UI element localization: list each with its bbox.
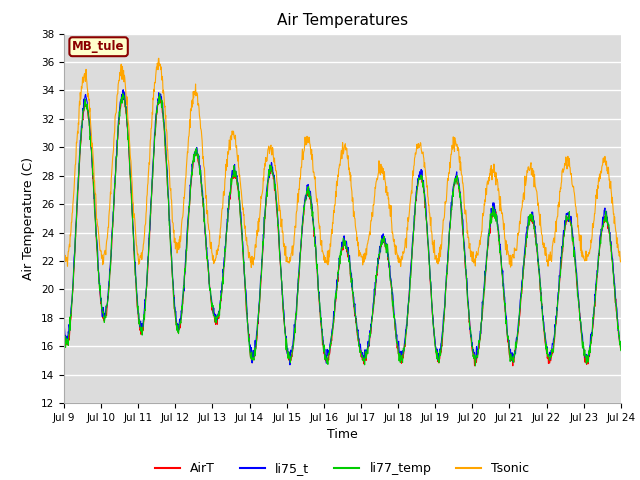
li75_t [60, 321, 68, 327]
AirT [509, 363, 516, 369]
Text: MB_tule: MB_tule [72, 40, 125, 53]
li75_t [184, 214, 192, 219]
li77_temp [552, 325, 559, 331]
AirT [156, 92, 164, 98]
Legend: AirT, li75_t, li77_temp, Tsonic: AirT, li75_t, li77_temp, Tsonic [150, 457, 534, 480]
li77_temp [246, 355, 254, 360]
li75_t [246, 350, 254, 356]
li77_temp [156, 91, 163, 96]
AirT [502, 317, 509, 323]
li77_temp [617, 348, 625, 353]
Tsonic [171, 236, 179, 241]
li75_t [617, 345, 625, 350]
li77_temp [502, 317, 510, 323]
Tsonic [184, 140, 192, 146]
li77_temp [184, 217, 192, 223]
Line: li77_temp: li77_temp [64, 94, 621, 366]
AirT [552, 324, 559, 330]
li77_temp [60, 332, 68, 338]
X-axis label: Time: Time [327, 429, 358, 442]
li75_t [552, 324, 559, 330]
AirT [184, 219, 192, 225]
li75_t [286, 362, 294, 368]
Tsonic [60, 254, 68, 260]
AirT [60, 326, 68, 332]
AirT [617, 347, 625, 352]
Y-axis label: Air Temperature (C): Air Temperature (C) [22, 157, 35, 280]
Title: Air Temperatures: Air Temperatures [277, 13, 408, 28]
li77_temp [429, 322, 437, 327]
Tsonic [155, 55, 163, 61]
li75_t [502, 313, 510, 319]
Tsonic [429, 249, 437, 254]
li75_t [429, 325, 437, 331]
li75_t [120, 87, 127, 93]
Line: Tsonic: Tsonic [64, 58, 621, 267]
li75_t [171, 304, 179, 310]
li77_temp [171, 306, 179, 312]
AirT [246, 354, 254, 360]
li77_temp [472, 363, 479, 369]
Tsonic [552, 228, 559, 234]
Line: AirT: AirT [64, 95, 621, 366]
AirT [429, 321, 437, 326]
Tsonic [248, 264, 255, 270]
Tsonic [246, 259, 254, 265]
AirT [171, 307, 179, 312]
Line: li75_t: li75_t [64, 90, 621, 365]
Tsonic [617, 258, 625, 264]
Tsonic [502, 239, 510, 245]
